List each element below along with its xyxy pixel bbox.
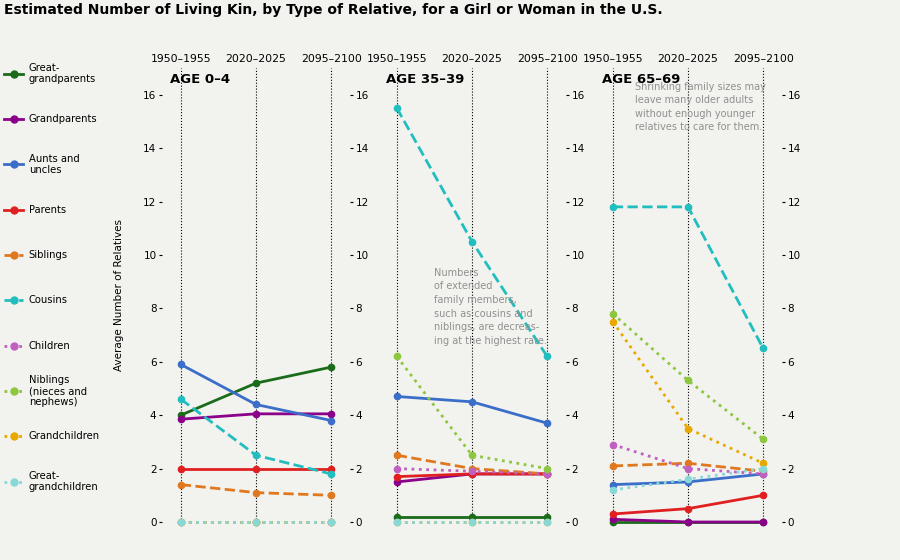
Text: Niblings
(nieces and
nephews): Niblings (nieces and nephews) [29, 375, 87, 407]
Text: AGE 35–39: AGE 35–39 [385, 73, 464, 86]
Text: Estimated Number of Living Kin, by Type of Relative, for a Girl or Woman in the : Estimated Number of Living Kin, by Type … [4, 3, 663, 17]
Text: Grandparents: Grandparents [29, 114, 97, 124]
Text: Grandchildren: Grandchildren [29, 432, 100, 441]
Text: Great-
grandparents: Great- grandparents [29, 63, 96, 84]
Text: Average Number of Relatives: Average Number of Relatives [113, 219, 124, 371]
Text: Numbers
of extended
family members,
such as cousins and
niblings, are decreas-
i: Numbers of extended family members, such… [435, 268, 547, 346]
Text: Cousins: Cousins [29, 296, 68, 305]
Text: Aunts and
uncles: Aunts and uncles [29, 154, 79, 175]
Text: Siblings: Siblings [29, 250, 68, 260]
Text: AGE 65–69: AGE 65–69 [601, 73, 680, 86]
Text: Shrinking family sizes may
leave many older adults
without enough younger
relati: Shrinking family sizes may leave many ol… [635, 82, 766, 132]
Text: Great-
grandchildren: Great- grandchildren [29, 472, 99, 492]
Text: AGE 0–4: AGE 0–4 [169, 73, 230, 86]
Text: Children: Children [29, 340, 70, 351]
Text: Parents: Parents [29, 205, 66, 214]
